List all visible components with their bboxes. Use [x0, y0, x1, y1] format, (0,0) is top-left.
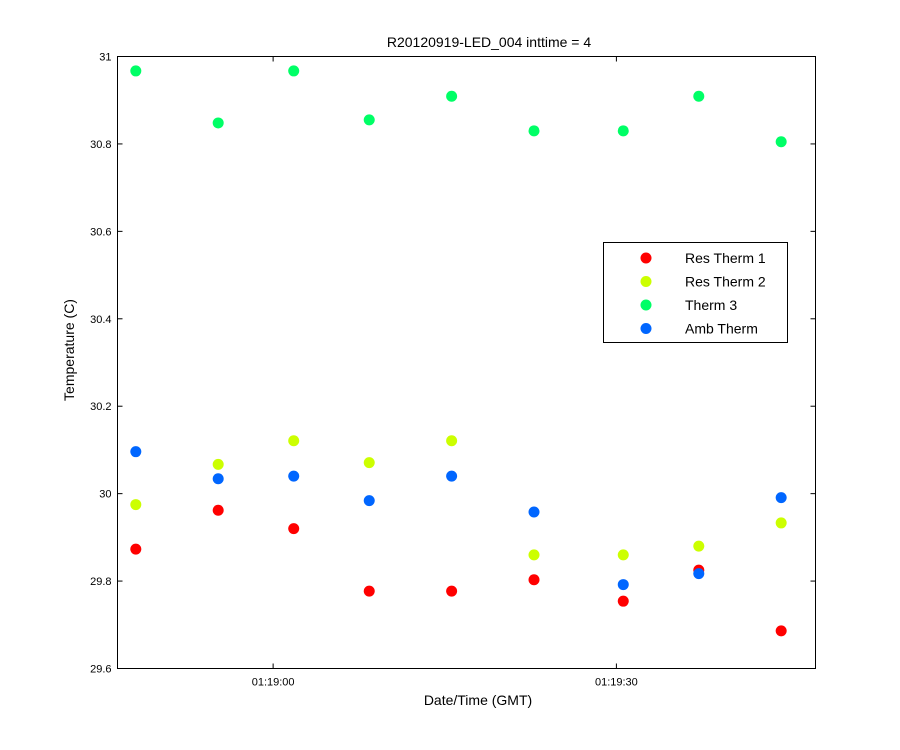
- chart-title: R20120919-LED_004 inttime = 4: [387, 34, 592, 50]
- point-res-therm-1: [363, 585, 375, 597]
- legend-marker-amb-therm: [640, 323, 652, 334]
- plot-area: [117, 56, 816, 669]
- y-tick-label: 30.8: [90, 139, 111, 151]
- point-res-therm-2: [212, 458, 224, 470]
- point-res-therm-2: [528, 549, 540, 561]
- point-therm-3: [775, 136, 787, 148]
- x-tick-label: 01:19:00: [252, 677, 295, 689]
- x-axis-title: Date/Time (GMT): [424, 692, 532, 708]
- y-tick-label: 30: [99, 489, 111, 501]
- x-axis: 01:19:00 01:19:30: [252, 56, 638, 689]
- point-amb-therm: [775, 492, 787, 504]
- point-therm-3: [528, 125, 540, 137]
- point-res-therm-2: [775, 517, 787, 529]
- point-amb-therm: [130, 446, 142, 458]
- y-tick-label: 31: [99, 52, 111, 64]
- point-res-therm-1: [212, 504, 224, 516]
- point-res-therm-2: [130, 499, 142, 511]
- point-therm-3: [288, 65, 300, 77]
- point-therm-3: [363, 114, 375, 126]
- legend-label-therm-3: Therm 3: [685, 297, 737, 313]
- point-res-therm-2: [288, 435, 300, 447]
- legend-box: [603, 242, 788, 343]
- point-therm-3: [693, 90, 705, 102]
- point-amb-therm: [363, 495, 375, 507]
- data-points: [130, 65, 787, 637]
- point-res-therm-2: [693, 540, 705, 552]
- point-amb-therm: [212, 473, 224, 485]
- y-tick-label: 30.6: [90, 226, 111, 238]
- legend: Res Therm 1 Res Therm 2 Therm 3 Amb Therm: [603, 242, 788, 343]
- point-res-therm-1: [446, 585, 458, 597]
- legend-label-res-therm-2: Res Therm 2: [685, 274, 766, 290]
- point-amb-therm: [693, 568, 705, 580]
- y-tick-label: 30.2: [90, 401, 111, 413]
- y-tick-label: 29.8: [90, 576, 111, 588]
- point-therm-3: [130, 65, 142, 77]
- point-amb-therm: [288, 470, 300, 482]
- point-amb-therm: [528, 506, 540, 518]
- point-res-therm-1: [775, 625, 787, 637]
- point-res-therm-1: [528, 574, 540, 586]
- legend-marker-therm-3: [640, 299, 652, 311]
- point-amb-therm: [446, 470, 458, 482]
- point-res-therm-2: [446, 435, 458, 447]
- point-therm-3: [617, 125, 629, 137]
- point-amb-therm: [617, 579, 629, 591]
- y-tick-label: 30.4: [90, 314, 111, 326]
- point-res-therm-2: [363, 457, 375, 469]
- legend-marker-res-therm-2: [640, 276, 652, 287]
- x-tick-label: 01:19:30: [595, 677, 638, 689]
- point-res-therm-1: [130, 543, 142, 555]
- y-tick-label: 29.6: [90, 664, 111, 676]
- point-res-therm-1: [617, 595, 629, 607]
- point-therm-3: [446, 90, 458, 102]
- point-res-therm-1: [288, 523, 300, 535]
- point-therm-3: [212, 117, 224, 129]
- y-axis: 29.6 29.8 30 30.2 30.4 30.6 30.8 31: [90, 52, 816, 676]
- point-res-therm-2: [617, 549, 629, 561]
- legend-label-amb-therm: Amb Therm: [685, 321, 758, 337]
- legend-label-res-therm-1: Res Therm 1: [685, 250, 766, 266]
- y-axis-title: Temperature (C): [61, 299, 77, 401]
- legend-marker-res-therm-1: [640, 252, 652, 264]
